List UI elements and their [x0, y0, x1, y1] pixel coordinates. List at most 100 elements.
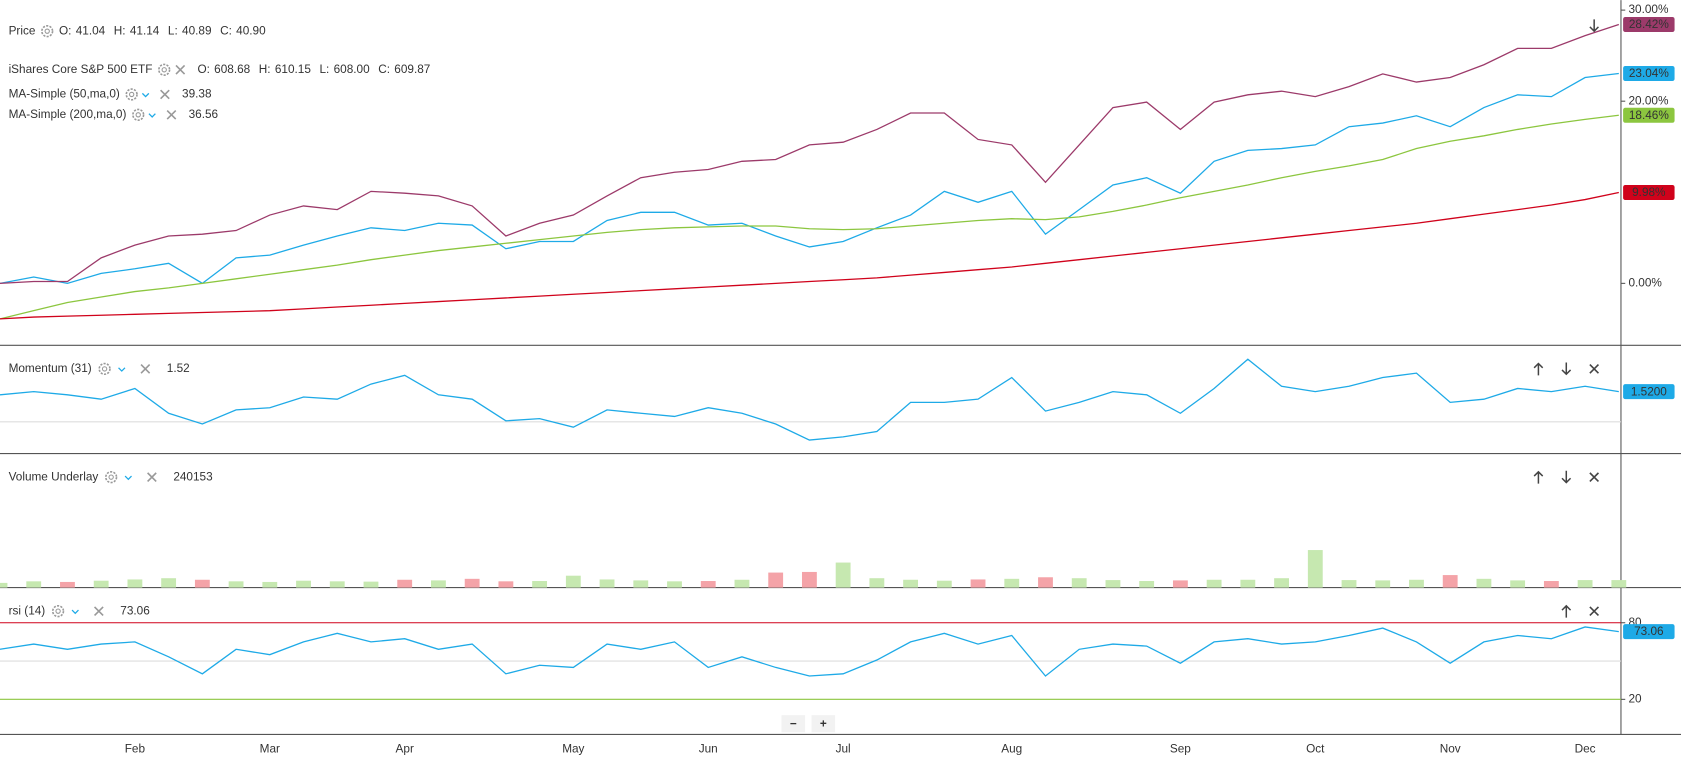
volume-bar — [1375, 580, 1391, 588]
settings-icon[interactable] — [104, 470, 118, 484]
settings-icon-hub — [55, 608, 61, 614]
settings-icon-hub — [161, 67, 167, 73]
close-icon[interactable] — [147, 472, 157, 483]
volume-bar — [565, 575, 581, 588]
volume-bar — [734, 579, 750, 588]
close-icon[interactable] — [175, 64, 186, 75]
last-value-label: 28.42% — [1629, 18, 1669, 31]
volume-bar — [93, 580, 109, 588]
series-line — [0, 358, 1619, 441]
close-icon[interactable] — [1589, 364, 1600, 374]
volume-bar — [1240, 579, 1256, 588]
legend-value: 40.90 — [236, 24, 266, 37]
move-down-icon[interactable] — [1561, 470, 1572, 484]
legend-key: C: — [220, 24, 232, 37]
x-tick-label: Nov — [1440, 743, 1461, 756]
legend-name: MA-Simple (50,ma,0) — [9, 88, 120, 101]
x-tick-label: Aug — [1001, 743, 1022, 756]
last-value-badge — [1623, 16, 1675, 33]
volume-bar — [464, 578, 480, 588]
last-value-label: 9.98% — [1632, 186, 1666, 199]
y-tick-label: 30.00% — [1628, 3, 1668, 16]
volume-bar — [970, 579, 986, 588]
move-down-icon[interactable] — [1561, 362, 1572, 376]
settings-icon[interactable] — [41, 25, 54, 38]
x-tick-label: Jul — [836, 743, 851, 756]
settings-icon[interactable] — [98, 362, 111, 376]
legend-value: 608.68 — [214, 63, 250, 76]
volume-bar — [228, 581, 244, 588]
legend-key: L: — [168, 24, 178, 37]
settings-icon[interactable] — [51, 605, 65, 618]
legend-key: H: — [259, 63, 271, 76]
pane-readout: 240153 — [173, 470, 213, 483]
volume-bar — [26, 581, 42, 588]
dropdown-icon[interactable] — [71, 609, 79, 615]
volume-bar — [903, 579, 919, 588]
settings-icon[interactable] — [132, 108, 145, 121]
last-value-label: 23.04% — [1629, 67, 1669, 80]
move-up-icon[interactable] — [1533, 470, 1544, 484]
volume-bar — [936, 580, 952, 588]
volume-bar — [0, 582, 8, 588]
volume-bar — [700, 581, 716, 588]
settings-icon-hub — [128, 91, 135, 98]
legend-value: 609.87 — [394, 63, 430, 76]
last-value-badge — [1623, 624, 1675, 640]
move-down-icon[interactable] — [1589, 19, 1599, 33]
legend-key: L: — [319, 63, 329, 76]
volume-bar — [1274, 578, 1289, 588]
settings-icon[interactable] — [125, 88, 138, 101]
x-tick-label: Apr — [396, 743, 414, 756]
close-icon[interactable] — [1589, 606, 1600, 617]
last-value-label: 18.46% — [1629, 109, 1669, 122]
y-tick-label: 20.00% — [1628, 94, 1668, 107]
zoom-button-label: + — [820, 717, 827, 730]
move-up-icon[interactable] — [1533, 362, 1544, 376]
settings-icon[interactable] — [158, 63, 171, 76]
move-up-icon[interactable] — [1561, 604, 1572, 618]
last-value-badge — [1623, 107, 1675, 123]
volume-bar — [1341, 580, 1357, 588]
volume-bar — [633, 580, 649, 588]
legend-key: H: — [114, 24, 126, 37]
volume-bar — [801, 571, 817, 588]
y-tick-label: 0.00% — [1628, 276, 1662, 289]
dropdown-icon[interactable] — [118, 367, 126, 372]
legend-value: 36.56 — [189, 108, 219, 121]
volume-bar — [768, 572, 784, 588]
x-tick-label: Jun — [699, 743, 718, 756]
pane-readout: 73.06 — [120, 604, 150, 617]
legend-value: 39.38 — [182, 88, 212, 101]
dropdown-icon[interactable] — [124, 475, 132, 481]
legend-key: C: — [378, 63, 390, 76]
last-value-label: 73.06 — [1634, 625, 1664, 638]
series-line — [0, 114, 1619, 320]
zoom-button[interactable] — [781, 715, 806, 733]
dropdown-icon[interactable] — [148, 113, 156, 118]
volume-bar — [835, 562, 851, 588]
legend-value: 608.00 — [334, 63, 370, 76]
volume-bar — [1442, 575, 1458, 588]
close-icon[interactable] — [93, 606, 104, 617]
close-icon[interactable] — [166, 109, 177, 120]
zoom-button-label: − — [790, 717, 797, 730]
volume-bar — [1206, 579, 1222, 588]
volume-bar — [1476, 578, 1492, 588]
x-tick-label: Oct — [1306, 743, 1325, 756]
close-icon[interactable] — [160, 89, 170, 100]
last-value-badge — [1623, 384, 1675, 400]
volume-bar — [667, 581, 682, 588]
volume-bar — [1611, 580, 1627, 588]
zoom-button[interactable] — [811, 715, 836, 733]
close-icon[interactable] — [1589, 472, 1600, 483]
settings-icon-hub — [108, 474, 114, 480]
dropdown-icon[interactable] — [141, 92, 150, 98]
legend-key: O: — [197, 63, 209, 76]
pane-title: Volume Underlay — [9, 470, 99, 483]
volume-bar — [869, 578, 885, 588]
close-icon[interactable] — [140, 364, 151, 374]
volume-bar — [1105, 580, 1121, 588]
legend-value: 41.14 — [130, 24, 160, 37]
